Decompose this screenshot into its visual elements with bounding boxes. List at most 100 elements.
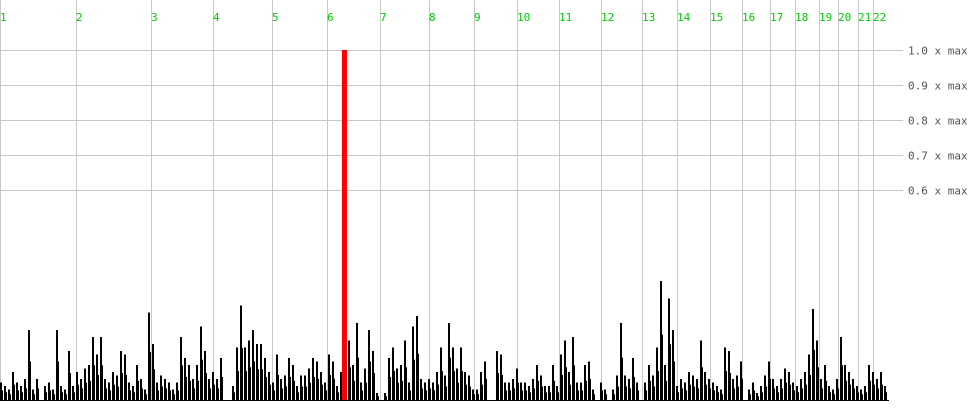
signal-bar bbox=[578, 390, 579, 400]
signal-bar bbox=[772, 379, 774, 400]
signal-bar bbox=[74, 392, 75, 400]
signal-bar bbox=[158, 390, 159, 400]
signal-bar bbox=[212, 372, 214, 400]
signal-bar bbox=[712, 382, 714, 400]
signal-bar bbox=[812, 309, 814, 400]
signal-bar bbox=[290, 376, 291, 400]
signal-bar bbox=[546, 392, 547, 400]
signal-bar bbox=[302, 386, 303, 400]
signal-bar bbox=[56, 330, 58, 400]
signal-bar bbox=[528, 386, 530, 400]
signal-bar bbox=[184, 358, 186, 400]
chromosome-label-22: 22 bbox=[873, 11, 886, 24]
signal-bar bbox=[658, 371, 659, 400]
signal-bar bbox=[474, 394, 475, 400]
signal-bar bbox=[178, 390, 179, 400]
signal-bar bbox=[376, 393, 378, 400]
signal-bar bbox=[804, 372, 806, 400]
signal-bar bbox=[154, 369, 155, 400]
signal-bar bbox=[272, 382, 274, 400]
signal-bar bbox=[36, 379, 38, 400]
signal-bar bbox=[458, 382, 459, 400]
signal-bar bbox=[156, 382, 158, 400]
signal-bar bbox=[282, 388, 283, 400]
signal-bar bbox=[566, 367, 567, 400]
signal-bar bbox=[656, 347, 658, 400]
signal-bar bbox=[548, 386, 550, 400]
signal-bar bbox=[294, 380, 295, 400]
signal-bar bbox=[808, 354, 810, 400]
signal-bar bbox=[456, 368, 458, 400]
signal-bar bbox=[314, 376, 315, 400]
signal-bar bbox=[188, 365, 190, 400]
signal-bar bbox=[616, 375, 618, 400]
chromosome-label-1: 1 bbox=[0, 11, 7, 24]
signal-bar bbox=[264, 358, 266, 400]
signal-bar bbox=[62, 392, 63, 400]
signal-bar bbox=[824, 365, 826, 400]
signal-bar bbox=[120, 351, 122, 400]
signal-bar bbox=[876, 379, 878, 400]
signal-bar bbox=[636, 382, 638, 400]
signal-bar bbox=[866, 392, 867, 400]
signal-bar bbox=[60, 386, 62, 400]
signal-bar bbox=[780, 379, 782, 400]
signal-bar bbox=[424, 382, 426, 400]
signal-bar bbox=[114, 384, 115, 400]
signal-bar bbox=[232, 386, 234, 400]
signal-bar bbox=[98, 374, 99, 400]
chromosome-label-14: 14 bbox=[677, 11, 691, 24]
signal-bar bbox=[588, 361, 590, 400]
signal-bar bbox=[538, 380, 539, 400]
signal-bar bbox=[872, 372, 874, 400]
signal-bar bbox=[714, 390, 715, 400]
signal-bar bbox=[194, 388, 195, 400]
signal-bar bbox=[8, 389, 10, 400]
signal-bar bbox=[250, 367, 251, 400]
signal-bar bbox=[352, 365, 354, 400]
signal-bar bbox=[334, 378, 335, 400]
signal-bar bbox=[220, 358, 222, 400]
signal-bar bbox=[276, 354, 278, 400]
signal-bar bbox=[502, 374, 503, 400]
signal-bar bbox=[612, 389, 614, 400]
signal-bar bbox=[592, 389, 594, 400]
signal-bar bbox=[676, 386, 678, 400]
signal-bar bbox=[14, 384, 15, 400]
signal-bar bbox=[720, 389, 722, 400]
signal-bar bbox=[168, 382, 170, 400]
signal-bar bbox=[706, 384, 707, 400]
chromosome-label-3: 3 bbox=[151, 11, 158, 24]
signal-bar bbox=[622, 357, 623, 400]
signal-bar bbox=[50, 390, 51, 400]
y-tick-label: 1.0 x max bbox=[908, 45, 968, 58]
signal-bar bbox=[524, 382, 526, 400]
signal-bar bbox=[160, 375, 162, 400]
signal-bar bbox=[572, 337, 574, 400]
y-tick-label: 0.7 x max bbox=[908, 150, 968, 163]
signal-bar bbox=[386, 396, 387, 400]
signal-bar bbox=[682, 388, 683, 400]
signal-bar bbox=[372, 351, 374, 400]
signal-bar bbox=[162, 386, 163, 400]
chromosome-label-10: 10 bbox=[517, 11, 530, 24]
bars bbox=[0, 281, 889, 401]
signal-bar bbox=[54, 394, 55, 400]
signal-bar bbox=[852, 379, 854, 400]
signal-bar bbox=[628, 379, 630, 400]
signal-bar bbox=[854, 388, 855, 400]
signal-bar bbox=[84, 368, 86, 400]
signal-bar bbox=[100, 337, 102, 400]
signal-bar bbox=[182, 365, 183, 400]
y-tick-label: 0.8 x max bbox=[908, 115, 968, 128]
signal-bar bbox=[470, 386, 471, 400]
signal-bar bbox=[476, 389, 478, 400]
signal-bar bbox=[278, 374, 279, 400]
signal-bar bbox=[574, 365, 575, 400]
signal-bar bbox=[336, 386, 338, 400]
signal-bar bbox=[192, 379, 194, 400]
signal-bar bbox=[448, 323, 450, 400]
signal-bar bbox=[754, 390, 755, 400]
signal-bar bbox=[526, 390, 527, 400]
